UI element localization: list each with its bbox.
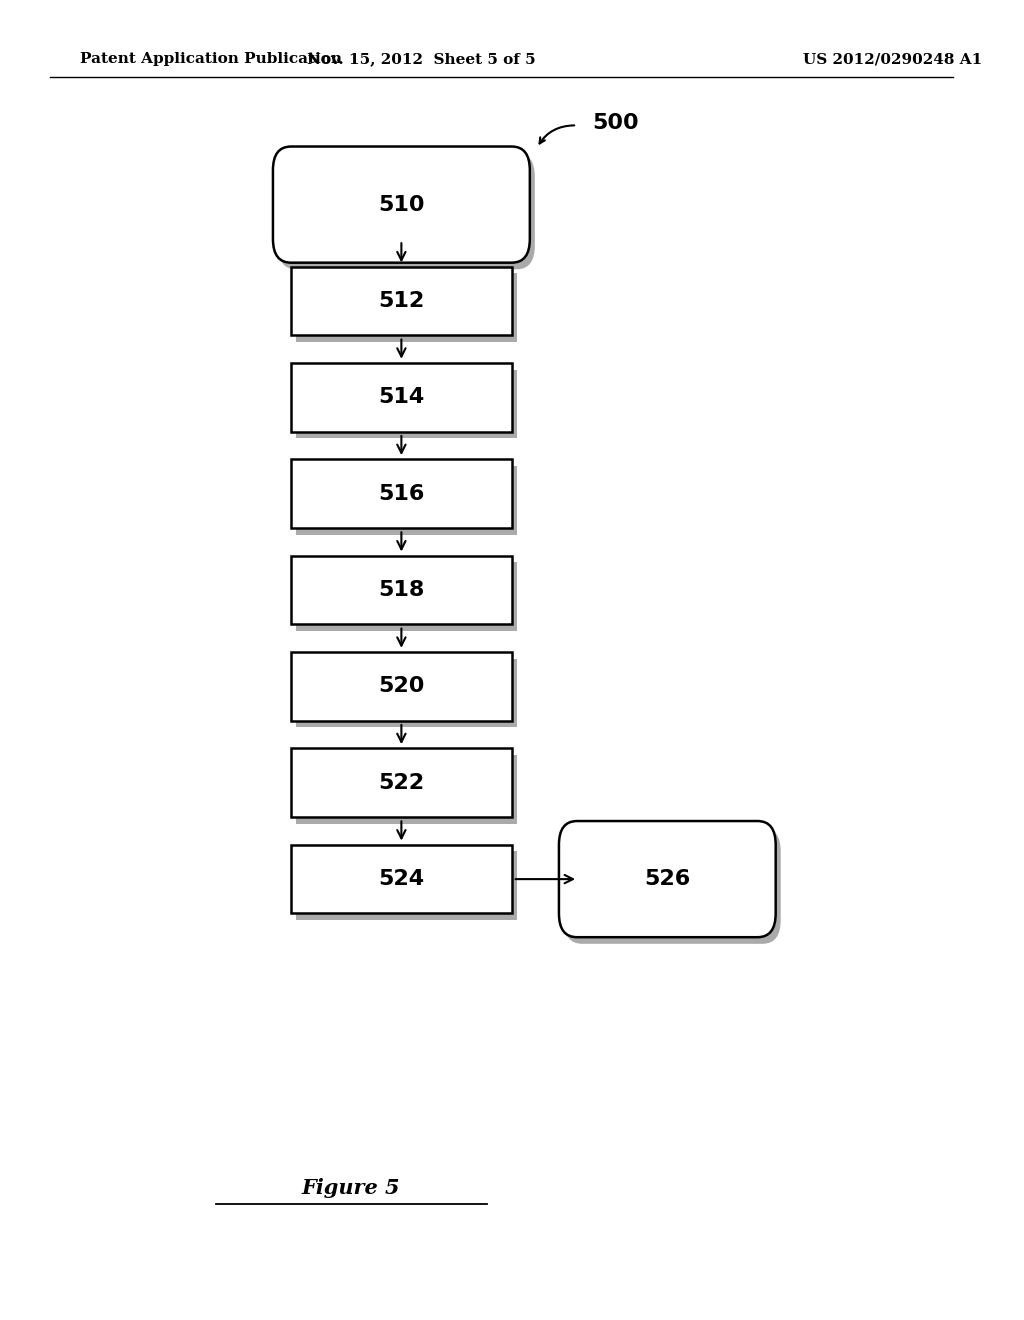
FancyBboxPatch shape	[559, 821, 776, 937]
Text: 524: 524	[378, 869, 425, 890]
Text: 516: 516	[378, 483, 425, 504]
Text: 522: 522	[378, 772, 425, 793]
FancyBboxPatch shape	[273, 147, 529, 263]
Text: 520: 520	[378, 676, 425, 697]
Text: US 2012/0290248 A1: US 2012/0290248 A1	[803, 53, 982, 66]
Text: Nov. 15, 2012  Sheet 5 of 5: Nov. 15, 2012 Sheet 5 of 5	[307, 53, 536, 66]
Bar	[296, 659, 517, 727]
Text: Figure 5: Figure 5	[302, 1177, 400, 1199]
Bar	[291, 845, 512, 913]
Text: 510: 510	[378, 194, 425, 215]
Bar	[296, 851, 517, 920]
Bar	[296, 466, 517, 535]
FancyBboxPatch shape	[278, 153, 535, 269]
Bar	[296, 755, 517, 824]
Text: Patent Application Publication: Patent Application Publication	[80, 53, 342, 66]
Bar	[291, 748, 512, 817]
Text: 512: 512	[378, 290, 425, 312]
Bar	[291, 459, 512, 528]
Bar	[291, 556, 512, 624]
Bar	[291, 267, 512, 335]
Text: 526: 526	[644, 869, 690, 890]
Bar	[291, 652, 512, 721]
Text: 500: 500	[592, 112, 639, 133]
Text: 514: 514	[378, 387, 425, 408]
Bar	[296, 562, 517, 631]
Bar	[291, 363, 512, 432]
Text: 518: 518	[378, 579, 425, 601]
Bar	[296, 273, 517, 342]
FancyBboxPatch shape	[564, 828, 780, 944]
Bar	[296, 370, 517, 438]
